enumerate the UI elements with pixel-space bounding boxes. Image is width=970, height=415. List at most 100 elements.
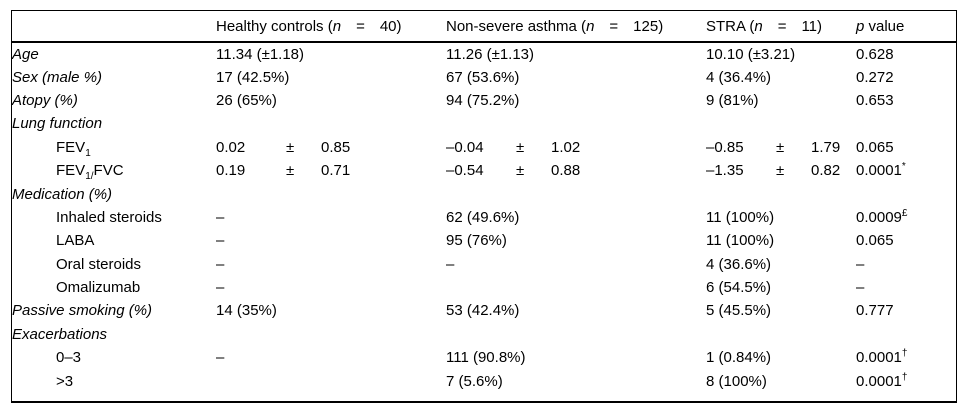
table-cell: 0.777	[856, 299, 956, 322]
table-cell: 111 (90.8%)	[446, 346, 706, 369]
sd-value: 0.71	[321, 162, 351, 180]
table-cell: 10.10 (±3.21)	[706, 42, 856, 65]
cell-value: 0.272	[856, 68, 894, 86]
table-cell: 11.26 (±1.13)	[446, 42, 706, 65]
table-row: Atopy (%) 26 (65%) 94 (75.2%) 9 (81%) 0.653	[12, 89, 956, 112]
mean-value: –0.54	[446, 162, 484, 180]
cell-value: 0.777	[856, 302, 894, 320]
row-label: Lung function	[12, 112, 216, 135]
plus-minus-sign: ±	[516, 138, 525, 156]
table-row: Passive smoking (%) 14 (35%) 53 (42.4%) 5 (…	[12, 299, 956, 322]
cell-value: 94 (75.2%)	[446, 91, 520, 109]
cell-value: 6 (54.5%)	[706, 279, 772, 297]
n-count: 125)	[633, 17, 664, 35]
mean-sd-value: 0.02 ±0.85	[216, 139, 350, 156]
row-label-text: 0–3	[56, 349, 82, 367]
row-label-text: Exacerbations	[12, 325, 108, 343]
n-symbol: n	[754, 17, 763, 35]
table-row: Inhaled steroids – 62 (49.6%) 11 (100%) 0.00…	[12, 206, 956, 229]
table-row: Medication (%)	[12, 182, 956, 205]
row-label: FEV1	[12, 136, 216, 159]
header-text: STRA (	[706, 17, 755, 35]
table-row: Exacerbations	[12, 323, 956, 346]
row-label: Oral steroids	[12, 253, 216, 276]
table-cell: 8 (100%)	[706, 369, 856, 392]
table-cell: 9 (81%)	[706, 89, 856, 112]
row-label-text: Passive smoking (%)	[12, 302, 153, 320]
significance-marker: *	[901, 161, 906, 173]
row-label: 0–3	[12, 346, 216, 369]
table-row: FEV1/FVC 0.19 ±0.71 –0.54 ±0.88 –1.35 ±0.82 0.0…	[12, 159, 956, 182]
cell-value: 11.26 (±1.13)	[446, 45, 535, 63]
row-label-text: Medication (%)	[12, 185, 113, 203]
cell-value: –	[216, 279, 225, 297]
mean-value: 0.02	[216, 138, 246, 156]
table-body: Age 11.34 (±1.18) 11.26 (±1.13) 10.10 (±3.2…	[12, 42, 956, 393]
table-cell: 0.02 ±0.85	[216, 136, 446, 159]
row-label-text: LABA	[56, 232, 95, 250]
mean-value: –1.35	[706, 162, 744, 180]
cell-value: –	[216, 208, 225, 226]
table-row: Age 11.34 (±1.18) 11.26 (±1.13) 10.10 (±3.2…	[12, 42, 956, 65]
sd-value: 1.79	[811, 138, 841, 156]
cell-value: 0.628	[856, 45, 894, 63]
cell-value: –	[216, 255, 225, 273]
cell-value: 4 (36.4%)	[706, 68, 772, 86]
table-cell: 11 (100%)	[706, 206, 856, 229]
table-cell: –1.35 ±0.82	[706, 159, 856, 182]
n-count: 40)	[379, 17, 402, 35]
table-cell: 94 (75.2%)	[446, 89, 706, 112]
mean-value: –0.85	[706, 138, 744, 156]
n-symbol: n	[332, 17, 342, 35]
table-row: Omalizumab – 6 (54.5%) –	[12, 276, 956, 299]
plus-minus-sign: ±	[776, 138, 785, 156]
cell-value: 11 (100%)	[706, 232, 775, 250]
cell-value: 53 (42.4%)	[446, 302, 520, 320]
row-label-text: Lung function	[12, 115, 103, 133]
cell-value: 17 (42.5%)	[216, 68, 290, 86]
cell-value: 11 (100%)	[706, 208, 775, 226]
clinical-characteristics-table: Healthy controls (n = 40) Non-severe asthm…	[11, 10, 957, 403]
cell-value: 1 (0.84%)	[706, 349, 772, 367]
sd-value: 0.82	[811, 162, 841, 180]
row-label-text: Oral steroids	[56, 255, 142, 273]
header-healthy-controls: Healthy controls (n = 40)	[216, 11, 446, 43]
table-cell: –	[216, 346, 446, 369]
cell-value: 0.0009	[856, 208, 902, 226]
header-text: value	[864, 17, 905, 35]
significance-marker: £	[901, 207, 908, 219]
table-cell: 95 (76%)	[446, 229, 706, 252]
table-cell	[856, 182, 956, 205]
header-non-severe-asthma: Non-severe asthma (n = 125)	[446, 11, 706, 43]
mean-sd-value: –0.85 ±1.79	[706, 139, 840, 156]
table-cell: –0.85 ±1.79	[706, 136, 856, 159]
table-cell: 0.628	[856, 42, 956, 65]
cell-value: 0.653	[856, 91, 894, 109]
cell-value: 95 (76%)	[446, 232, 507, 250]
sd-value: 1.02	[551, 138, 581, 156]
row-label-subscript: 1/	[85, 171, 94, 183]
equals-sign: =	[356, 17, 365, 35]
row-label-text: Omalizumab	[56, 279, 141, 297]
cell-value: 9 (81%)	[706, 91, 759, 109]
table-cell: 0.272	[856, 65, 956, 88]
cell-value: 11.34 (±1.18)	[216, 45, 305, 63]
cell-value: 0.0001	[856, 162, 902, 180]
mean-sd-value: 0.19 ±0.71	[216, 162, 350, 179]
row-label-text: Sex (male %)	[12, 68, 103, 86]
table-row: 0–3 – 111 (90.8%) 1 (0.84%) 0.0001†	[12, 346, 956, 369]
table-cell	[856, 323, 956, 346]
table-cell: –	[856, 253, 956, 276]
row-label-text: Inhaled steroids	[56, 208, 162, 226]
table-cell: 1 (0.84%)	[706, 346, 856, 369]
row-label: FEV1/FVC	[12, 159, 216, 182]
sd-value: 0.88	[551, 162, 581, 180]
table-cell: –	[216, 206, 446, 229]
plus-minus-sign: ±	[286, 162, 295, 180]
row-label: Sex (male %)	[12, 65, 216, 88]
table-row: >3 7 (5.6%) 8 (100%) 0.0001†	[12, 369, 956, 392]
table-cell: 26 (65%)	[216, 89, 446, 112]
table-cell	[446, 323, 706, 346]
n-count: 11)	[801, 17, 823, 35]
table-cell: 0.19 ±0.71	[216, 159, 446, 182]
